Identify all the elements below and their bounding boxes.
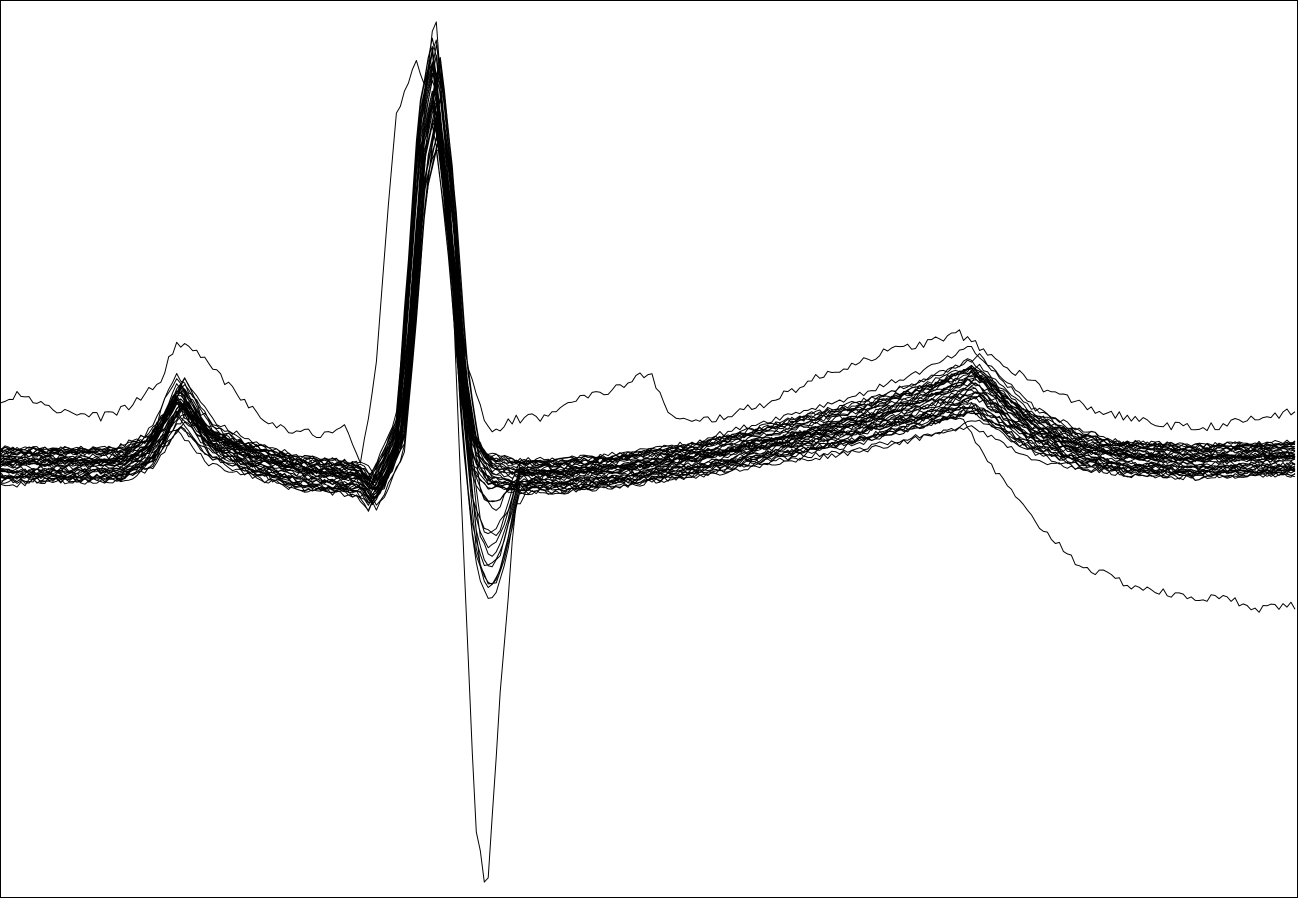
beat-trace-21 — [1, 137, 1296, 499]
beat-trace-32 — [1, 111, 1296, 495]
beat-trace-10 — [1, 58, 1296, 494]
beat-trace-34 — [1, 97, 1296, 557]
beat-trace-37 — [1, 44, 1296, 568]
beat-trace-5 — [1, 103, 1296, 585]
beat-trace-23 — [1, 99, 1296, 511]
beat-trace-31 — [1, 138, 1296, 491]
beat-trace-24 — [1, 48, 1296, 499]
beat-trace-15 — [1, 51, 1296, 503]
beat-trace-22 — [1, 57, 1296, 585]
beat-trace-30 — [1, 63, 1296, 566]
beat-trace-29 — [1, 72, 1296, 537]
beat-trace-16 — [1, 120, 1296, 599]
beat-trace-33 — [1, 124, 1296, 506]
beat-trace-2 — [1, 90, 1296, 588]
outlier-beat-trace-1 — [1, 21, 1296, 464]
beat-trace-39 — [1, 123, 1296, 490]
beat-trace-35 — [1, 102, 1296, 481]
outlier-beat-trace-2 — [1, 100, 1296, 883]
beat-trace-40 — [1, 79, 1296, 502]
beat-trace-20 — [1, 131, 1296, 491]
beat-trace-1 — [1, 74, 1296, 484]
